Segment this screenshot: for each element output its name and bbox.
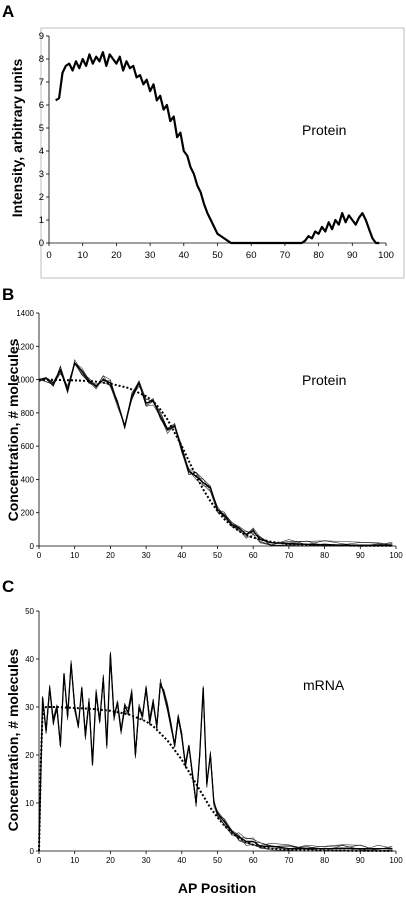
panel-c-ylabel: Concentration, # molecules	[5, 648, 21, 831]
panel-b-ytick-label: 800	[21, 409, 35, 418]
panel-c-xtick-label: 10	[70, 856, 79, 865]
panel-a-xtick-label: 100	[378, 250, 394, 261]
panel-a-ylabel: Intensity, arbitrary units	[9, 59, 25, 218]
panel-a-ytick-label: 5	[39, 123, 44, 134]
panel-b-xtick-label: 80	[320, 551, 329, 560]
panel-b-ytick-label: 1400	[16, 309, 34, 318]
panel-b-fit-line	[38, 378, 393, 547]
panel-a-ytick-label: 2	[39, 192, 44, 203]
panel-a-xtick-label: 20	[111, 250, 122, 261]
panel-c: C Concentration, # molecules mRNA 0 10 20 3…	[2, 577, 403, 865]
panel-c-ytick-label: 30	[25, 703, 34, 712]
panel-b-xtick-label: 10	[70, 551, 79, 560]
panel-b-xtick-label: 70	[284, 551, 293, 560]
panel-a-ytick-label: 4	[39, 146, 44, 157]
panel-c-series-line	[38, 654, 393, 852]
panel-b-ytick-label: 200	[21, 509, 35, 518]
panel-a: A Intensity, arbitrary units Protein 0 1 2…	[2, 2, 405, 279]
panel-c-xtick-label: 50	[213, 856, 222, 865]
panel-a-ytick-label: 3	[39, 169, 44, 180]
panel-b-xtick-label: 90	[356, 551, 365, 560]
x-axis-label: AP Position	[178, 880, 256, 896]
panel-c-ytick-label: 0	[30, 847, 35, 856]
panel-b-ytick-label: 1000	[16, 376, 34, 385]
panel-c-ytick-label: 50	[25, 607, 34, 616]
panel-c-xtick-label: 90	[356, 856, 365, 865]
panel-b-xtick-label: 50	[213, 551, 222, 560]
panel-a-xtick-label: 80	[313, 250, 324, 261]
panel-b-letter: B	[2, 285, 14, 304]
panel-a-ytick-label: 9	[39, 31, 44, 42]
panel-c-letter: C	[2, 577, 14, 596]
panel-a-xtick-label: 30	[145, 250, 156, 261]
panel-a-annotation: Protein	[302, 122, 346, 138]
panel-b-replicate-line	[38, 362, 393, 547]
panel-c-xtick-label: 30	[142, 856, 151, 865]
panel-b-ytick-label: 0	[30, 542, 35, 551]
panel-b-xtick-label: 30	[142, 551, 151, 560]
panel-c-ytick-label: 40	[25, 655, 34, 664]
panel-c-xtick-label: 100	[389, 856, 403, 865]
panel-a-xtick-label: 50	[212, 250, 223, 261]
panel-c-ytick-label: 10	[25, 799, 34, 808]
panel-c-xtick-label: 70	[284, 856, 293, 865]
panel-a-letter: A	[2, 2, 14, 21]
panel-b-ylabel: Concentration, # molecules	[5, 338, 21, 521]
panel-a-xtick-label: 0	[46, 250, 51, 261]
panel-b-annotation: Protein	[302, 372, 346, 388]
panel-a-xtick-label: 60	[246, 250, 257, 261]
panel-b-replicate-line	[38, 362, 393, 547]
panel-b-ytick-label: 400	[21, 475, 35, 484]
panel-b-replicate-line	[38, 363, 393, 547]
panel-b-xtick-label: 40	[177, 551, 186, 560]
panel-c-fit-line	[38, 706, 393, 852]
panel-a-xtick-label: 40	[179, 250, 190, 261]
panel-c-xtick-label: 20	[106, 856, 115, 865]
panel-b: B Concentration, # molecules Protein 0 20…	[2, 285, 403, 560]
panel-b-series-line	[38, 361, 393, 547]
panel-c-xtick-label: 40	[177, 856, 186, 865]
panel-a-ytick-label: 8	[39, 54, 44, 65]
panel-b-xtick-label: 100	[389, 551, 403, 560]
panel-b-replicate-line	[38, 362, 393, 547]
panel-b-ytick-label: 600	[21, 442, 35, 451]
panel-c-plot: 0 10 20 30 40 50 0 10 20 30 40 50 60 70 80 90 100	[25, 607, 403, 865]
panel-a-series-line	[55, 51, 380, 245]
panel-a-ytick-label: 7	[39, 77, 44, 88]
panel-a-ytick-label: 6	[39, 100, 44, 111]
panel-c-ytick-label: 20	[25, 751, 34, 760]
panel-a-xtick-label: 90	[347, 250, 358, 261]
panel-a-xtick-label: 10	[77, 250, 88, 261]
panel-c-xtick-label: 0	[37, 856, 42, 865]
panel-b-xtick-label: 0	[37, 551, 42, 560]
panel-b-ytick-label: 1200	[16, 342, 34, 351]
panel-a-frame	[40, 27, 405, 279]
panel-b-xtick-label: 60	[249, 551, 258, 560]
panel-c-annotation: mRNA	[303, 677, 345, 693]
panel-b-plot: 0 200 400 600 800 1000 1200 1400 0 10 20 30 40 50 60 70…	[16, 309, 403, 560]
panel-a-ytick-label: 1	[39, 215, 44, 226]
panel-b-replicate-line	[38, 363, 393, 547]
panel-c-xtick-label: 60	[249, 856, 258, 865]
panel-b-xtick-label: 20	[106, 551, 115, 560]
panel-a-ytick-label: 0	[39, 238, 44, 249]
panel-a-xtick-label: 70	[280, 250, 291, 261]
panel-c-xtick-label: 80	[320, 856, 329, 865]
